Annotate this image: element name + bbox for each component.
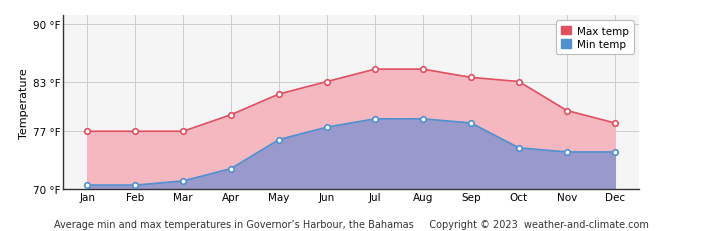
Text: Average min and max temperatures in Governor’s Harbour, the Bahamas     Copyrigh: Average min and max temperatures in Gove…: [53, 219, 649, 229]
Y-axis label: Temperature: Temperature: [19, 68, 29, 138]
Legend: Max temp, Min temp: Max temp, Min temp: [556, 21, 634, 55]
